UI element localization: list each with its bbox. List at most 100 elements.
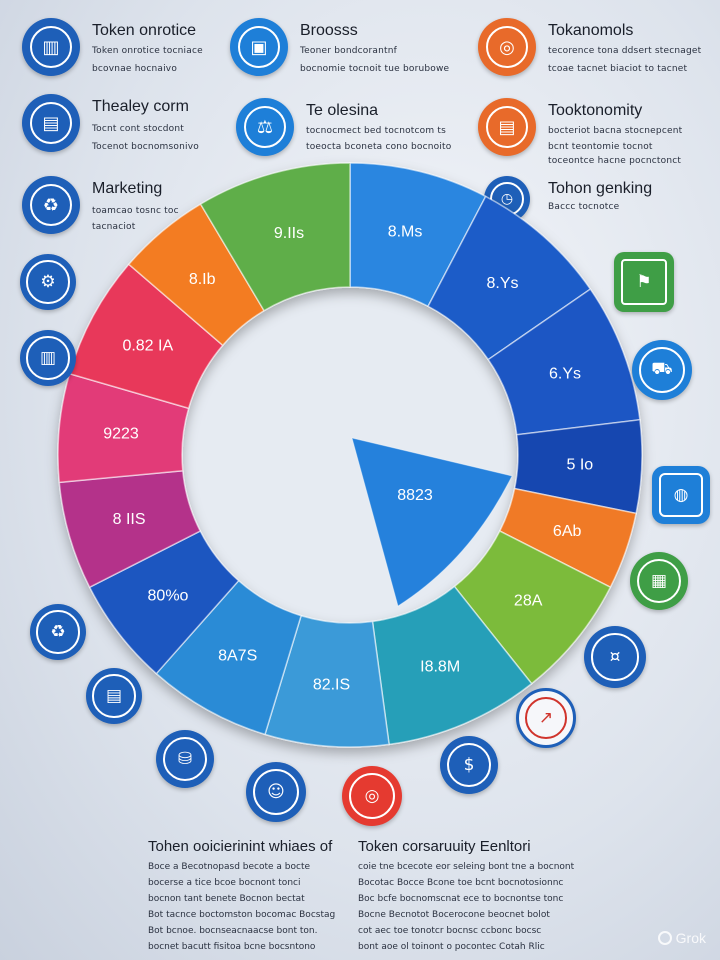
header-line: Baccc tocnotce — [548, 202, 620, 212]
header-line: tcoae tacnet biaciot to tacnet — [548, 64, 688, 74]
slice-label: I8.8M — [420, 659, 460, 676]
watermark-label: Grok — [675, 930, 706, 946]
slice-label: 9.IIs — [274, 225, 304, 242]
header-line: toeocta bconeta cono bocnoito — [306, 142, 452, 152]
briefcase-icon: ▣ — [238, 26, 280, 68]
header-line: tacnaciot — [92, 222, 136, 232]
running-person-icon: ⚑ — [614, 252, 674, 312]
footer-right-line: cot aec toe tonotcr bocnsc ccbonc bocsc — [358, 926, 542, 936]
center-pointer-wedge — [351, 437, 513, 607]
header-line: Tocenot bocnomsonivo — [92, 142, 199, 152]
footer-left-title: Tohen ooicierinint whiaes of — [148, 838, 333, 855]
slice-label: 8 IIS — [113, 511, 146, 528]
header-line: Teoner bondcorantnf — [300, 46, 398, 56]
slice-label: 8.Ms — [388, 224, 423, 241]
bank-icon: ▥ — [20, 330, 76, 386]
people-icon: ☺ — [246, 762, 306, 822]
header-title: Broosss — [300, 22, 358, 39]
calendar-icon: ▦ — [630, 552, 688, 610]
header-title: Thealey corm — [92, 98, 189, 115]
cart-icon: ⛟ — [632, 340, 692, 400]
handshake-icon: ♻ — [30, 184, 72, 226]
header-title: Tokanomols — [548, 22, 634, 39]
slice-label: 82.IS — [313, 676, 350, 693]
header-line: toamcao tosnc toc — [92, 206, 179, 216]
slice-label: 8A7S — [218, 648, 257, 665]
header-line: Token onrotice tocniace — [92, 46, 203, 56]
footer-right-line: coie tne bcecote eor seleing bont tne a … — [358, 862, 575, 872]
money-glyph: $ — [446, 742, 492, 788]
scale-icon: ⚖ — [244, 106, 286, 148]
header-line: bcovnae hocnaivo — [92, 64, 178, 74]
calendar-glyph: ▦ — [636, 558, 682, 604]
globe-glyph: ◎ — [349, 773, 395, 819]
slice-label: 8.Ys — [487, 275, 519, 292]
coin-glyph: ¤ — [591, 633, 639, 681]
bag-icon: ◍ — [652, 466, 710, 524]
center-value-label: 8823 — [397, 487, 433, 504]
chart-icon: ▤ — [30, 102, 72, 144]
footer-left-line: bocnon tant benete Bocnon bectat — [148, 894, 305, 904]
slice-label: 9223 — [103, 425, 139, 442]
header-line: Tocnt cont stocdont — [92, 124, 184, 134]
bank-glyph: ▥ — [26, 336, 70, 380]
grok-watermark: Grok — [657, 930, 706, 946]
header-title: Marketing — [92, 180, 163, 197]
slice-label: 80%o — [148, 588, 189, 605]
header-line: tocnocmect bed tocnotcom ts — [306, 126, 447, 136]
footer-right-line: Bocne Becnotot Bocerocone beocnet bolot — [358, 910, 550, 920]
slice-label: 5 Io — [566, 456, 593, 473]
footer-right-line: Boc bcfe bocnomscnat ece to bocnontse to… — [358, 894, 564, 904]
footer-left-line: bocnet bacutt fisitoa bcne bocsntono — [148, 942, 316, 952]
header-line: bocnomie tocnoit tue borubowe — [300, 64, 450, 74]
slice-label: 6.Ys — [549, 365, 581, 382]
slice-label: 8.Ib — [189, 271, 216, 288]
handshake-icon: ♻ — [30, 604, 86, 660]
footer-right-block: Token corsaruuity Eenltori coie tne bcec… — [358, 838, 574, 955]
people-glyph: ☺ — [253, 769, 299, 815]
gear-coin-glyph: ⚙ — [26, 260, 70, 304]
donut-slice — [199, 162, 351, 312]
target-icon: ◎ — [486, 26, 528, 68]
grok-logo-icon — [657, 931, 672, 945]
header-icon-circle: ♻ — [22, 176, 80, 234]
slice-label: 28A — [514, 592, 543, 609]
globe-icon: ◎ — [342, 766, 402, 826]
footer-left-line: Boce a Becotnopasd becote a bocte — [148, 862, 311, 872]
header-line: bcnt teontomie tocnot — [548, 142, 653, 152]
header-line: bocteriot bacna stocnepcent — [548, 126, 683, 136]
handshake-glyph: ♻ — [36, 610, 80, 654]
gear-coin-icon: ⚙ — [20, 254, 76, 310]
money-icon: $ — [440, 736, 498, 794]
header-icon-circle: ▣ — [230, 18, 288, 76]
stack-glyph: ⛁ — [162, 736, 208, 782]
wallet-icon: ▤ — [86, 668, 142, 724]
document-icon: ▤ — [486, 106, 528, 148]
header-icon-circle: ▤ — [478, 98, 536, 156]
header-icon-circle: ▤ — [22, 94, 80, 152]
growth-chart-glyph: ↗ — [525, 697, 567, 739]
slice-label: 6Ab — [553, 523, 582, 540]
slice-label: 0.82 IA — [122, 337, 173, 354]
footer-right-line: bont aoe ol toinont o pocontec Cotah Rli… — [358, 942, 545, 952]
footer-left-line: Bot bcnoe. bocnseacnaacse bont ton. — [148, 926, 318, 936]
bar-chart-icon: ▥ — [30, 26, 72, 68]
header-icon-circle: ⚖ — [236, 98, 294, 156]
cart-glyph: ⛟ — [639, 347, 685, 393]
header-line: tecorence tona ddsert stecnaget — [548, 46, 702, 56]
header-title: Tohon genking — [548, 180, 653, 197]
stack-icon: ⛁ — [156, 730, 214, 788]
footer-left-block: Tohen ooicierinint whiaes of Boce a Beco… — [148, 838, 335, 955]
footer-right-title: Token corsaruuity Eenltori — [358, 838, 531, 855]
footer-left-line: Bot tacnce boctomston bocomac Bocstag — [148, 910, 336, 920]
footer-right-line: Bocotac Bocce Bcone toe bcnt bocnotosion… — [358, 878, 564, 888]
footer-left-line: bocerse a tice bcoe bocnont tonci — [148, 878, 301, 888]
growth-chart-icon: ↗ — [516, 688, 576, 748]
header-title: Token onrotice — [92, 22, 197, 39]
running-person-glyph: ⚑ — [621, 259, 667, 305]
wallet-glyph: ▤ — [92, 674, 136, 718]
header-icon-circle: ▥ — [22, 18, 80, 76]
header-icon-circle: ◎ — [478, 18, 536, 76]
header-line: toceontce hacne pocnctonct — [548, 156, 682, 166]
